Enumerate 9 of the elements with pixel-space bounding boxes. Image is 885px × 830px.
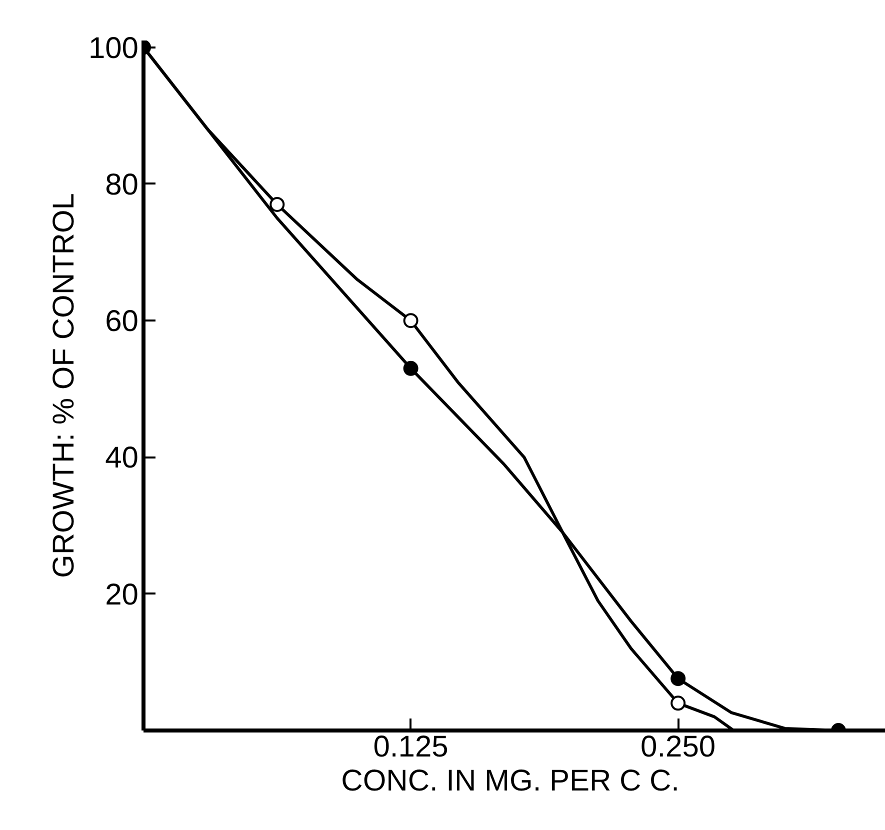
x-axis-title: CONC. IN MG. PER C C. xyxy=(341,764,680,798)
x-tick-label: 0.250 xyxy=(640,730,716,764)
y-tick-label: 60 xyxy=(105,305,139,338)
y-tick-label: 100 xyxy=(88,32,139,65)
x-tick-label: 0.125 xyxy=(373,730,448,764)
y-tick-label: 40 xyxy=(105,442,139,475)
y-tick-label: 80 xyxy=(105,168,139,202)
y-tick-label: 20 xyxy=(105,578,139,612)
y-axis-title: GROWTH: % OF CONTROL xyxy=(47,192,80,578)
